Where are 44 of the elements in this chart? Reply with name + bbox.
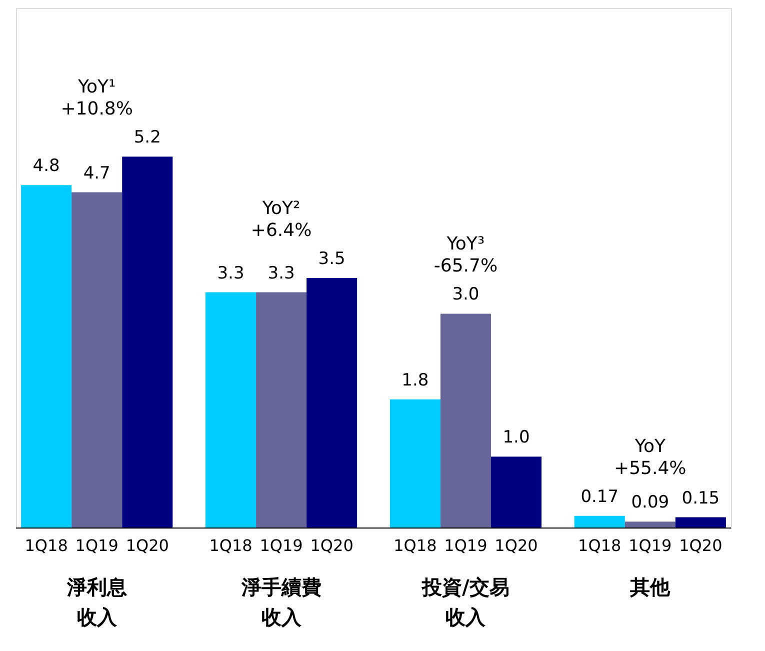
data-label: 1.8: [402, 370, 429, 390]
x-tick-label: 其他: [629, 575, 672, 599]
text: 1Q18: [578, 536, 622, 555]
annotation: YoY³ -65.7%: [434, 234, 498, 277]
text: 1Q20: [679, 536, 722, 555]
bar: [256, 292, 307, 528]
data-label: 1.0: [502, 428, 530, 448]
series-label: 1Q18: [24, 536, 68, 555]
x-tick-label: 淨利息收入: [66, 575, 127, 629]
data-label: 3.0: [452, 284, 480, 305]
text: 1Q20: [310, 536, 354, 555]
x-tick-label: 投資/交易收入: [421, 575, 510, 629]
bar: [390, 399, 440, 528]
text: 1Q20: [494, 536, 538, 555]
bar: [675, 517, 726, 528]
bar: [624, 522, 676, 528]
data-label: 0.15: [682, 488, 720, 508]
data-label: 4.7: [83, 163, 110, 184]
text: 1Q19: [260, 536, 303, 555]
bar: [306, 278, 358, 528]
data-label: 4.8: [32, 156, 60, 176]
bar: [574, 516, 625, 528]
annotation: YoY +55.4%: [614, 436, 686, 479]
text: 1Q19: [628, 536, 672, 555]
data-label: 0.17: [580, 486, 619, 507]
text: 1Q19: [444, 536, 488, 555]
series-label: 1Q19: [75, 536, 118, 555]
bar: [440, 314, 491, 528]
bar: [122, 156, 173, 528]
bar: [205, 292, 256, 528]
bar: [490, 456, 542, 528]
text: YoY¹ +10.8%: [60, 76, 133, 120]
data-label: 5.2: [134, 128, 161, 148]
text: 1Q18: [394, 536, 437, 555]
series-label: 1Q20: [126, 536, 169, 555]
data-label: 3.3: [217, 263, 244, 284]
text: 1Q18: [209, 536, 252, 555]
annotation: YoY² +6.4%: [250, 198, 312, 241]
data-label: 0.09: [631, 492, 670, 513]
data-label: 3.3: [268, 263, 295, 284]
data-label: 3.5: [318, 249, 346, 269]
bar: [72, 192, 122, 528]
bar: [21, 185, 72, 528]
x-tick-label: 淨手續費收入: [240, 575, 322, 629]
